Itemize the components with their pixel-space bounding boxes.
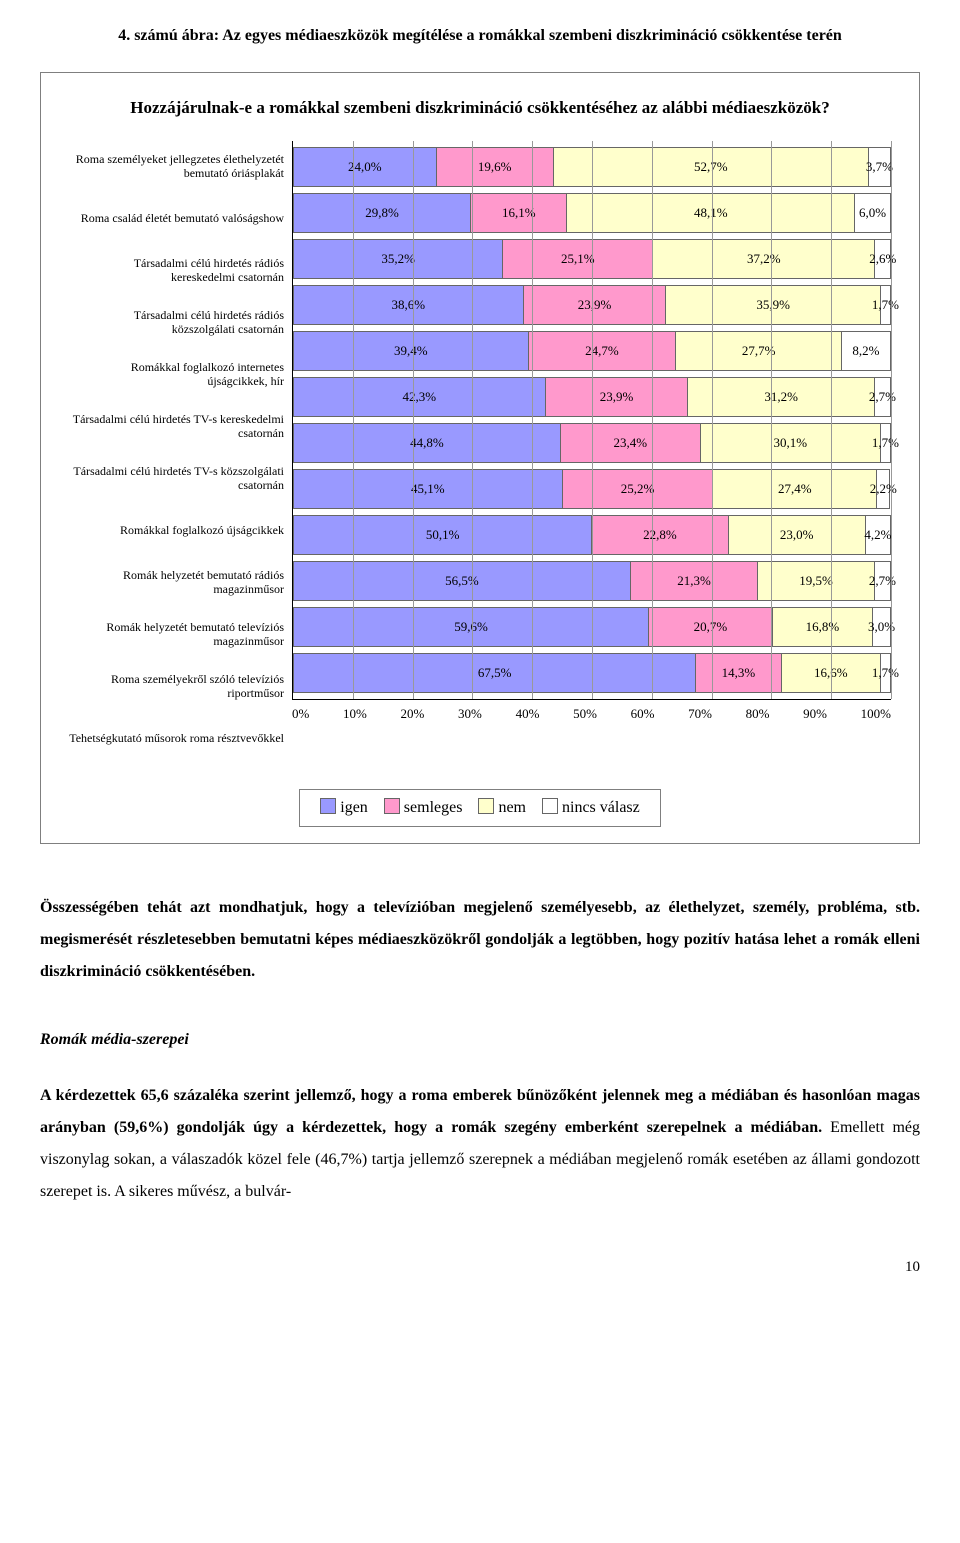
bar-segment-nincs: 2,2% bbox=[877, 469, 890, 509]
category-label: Társadalmi célú hirdetés TV-s kereskedel… bbox=[69, 401, 284, 453]
bar-segment-igen: 45,1% bbox=[293, 469, 563, 509]
chart-question: Hozzájárulnak-e a romákkal szembeni disz… bbox=[69, 95, 891, 121]
legend: igen semleges nem nincs válasz bbox=[69, 789, 891, 827]
bar-segment-igen: 44,8% bbox=[293, 423, 561, 463]
category-label: Romák helyzetét bemutató televíziós maga… bbox=[69, 609, 284, 661]
axis-tick: 90% bbox=[803, 704, 827, 724]
axis-tick: 20% bbox=[401, 704, 425, 724]
bar-segment-semleges: 23,9% bbox=[546, 377, 689, 417]
bar-segment-semleges: 25,2% bbox=[563, 469, 714, 509]
legend-swatch bbox=[542, 798, 558, 814]
axis-tick: 70% bbox=[688, 704, 712, 724]
category-label: Romákkal foglalkozó internetes újságcikk… bbox=[69, 349, 284, 401]
bar-segment-semleges: 16,1% bbox=[471, 193, 567, 233]
paragraph-2: A kérdezettek 65,6 százaléka szerint jel… bbox=[40, 1080, 920, 1208]
category-label: Romákkal foglalkozó újságcikkek bbox=[69, 505, 284, 557]
bar-segment-nincs: 3,0% bbox=[873, 607, 891, 647]
bar-segment-nem: 19,5% bbox=[758, 561, 875, 601]
legend-swatch bbox=[478, 798, 494, 814]
category-label: Roma személyekről szóló televíziós ripor… bbox=[69, 661, 284, 713]
category-label: Tehetségkutató műsorok roma résztvevőkke… bbox=[69, 713, 284, 765]
bar-segment-igen: 50,1% bbox=[293, 515, 592, 555]
bar-segment-igen: 59,6% bbox=[293, 607, 649, 647]
bar-segment-nincs: 8,2% bbox=[842, 331, 891, 371]
bar-segment-semleges: 21,3% bbox=[631, 561, 758, 601]
x-axis-ticks: 0% 10% 20% 30% 40% 50% 60% 70% 80% 90% 100% bbox=[292, 704, 891, 724]
bar-segment-nem: 37,2% bbox=[653, 239, 875, 279]
bar-segment-nincs: 6,0% bbox=[855, 193, 891, 233]
category-labels: Roma személyeket jellegzetes élethelyzet… bbox=[69, 141, 292, 765]
legend-box: igen semleges nem nincs válasz bbox=[299, 789, 661, 827]
bar-segment-igen: 42,3% bbox=[293, 377, 546, 417]
bar-segment-nincs: 3,7% bbox=[869, 147, 891, 187]
axis-tick: 40% bbox=[516, 704, 540, 724]
bar-segment-semleges: 25,1% bbox=[503, 239, 653, 279]
section-heading: Romák média-szerepei bbox=[40, 1024, 920, 1056]
paragraph-1: Összességében tehát azt mondhatjuk, hogy… bbox=[40, 892, 920, 988]
legend-label: nincs válasz bbox=[562, 799, 640, 816]
figure-title: 4. számú ábra: Az egyes médiaeszközök me… bbox=[40, 24, 920, 48]
bar-segment-nem: 16,8% bbox=[773, 607, 873, 647]
category-label: Társadalmi célú hirdetés TV-s közszolgál… bbox=[69, 453, 284, 505]
bar-segment-nincs: 1,7% bbox=[881, 653, 891, 693]
plot-area: 24,0%19,6%52,7%3,7%29,8%16,1%48,1%6,0%35… bbox=[292, 141, 891, 700]
bar-segment-igen: 56,5% bbox=[293, 561, 631, 601]
chart-frame: Hozzájárulnak-e a romákkal szembeni disz… bbox=[40, 72, 920, 844]
axis-tick: 50% bbox=[573, 704, 597, 724]
bar-segment-igen: 24,0% bbox=[293, 147, 437, 187]
bar-segment-nem: 23,0% bbox=[729, 515, 866, 555]
bar-segment-nem: 30,1% bbox=[701, 423, 881, 463]
bar-segment-semleges: 19,6% bbox=[437, 147, 554, 187]
bar-segment-igen: 29,8% bbox=[293, 193, 471, 233]
bar-segment-nincs: 2,7% bbox=[875, 377, 891, 417]
bar-segment-semleges: 22,8% bbox=[592, 515, 728, 555]
category-label: Roma család életét bemutató valóságshow bbox=[69, 193, 284, 245]
axis-tick: 30% bbox=[458, 704, 482, 724]
bar-segment-semleges: 23,9% bbox=[524, 285, 667, 325]
page-number: 10 bbox=[40, 1256, 920, 1279]
legend-label: nem bbox=[498, 799, 526, 816]
bar-segment-nem: 27,4% bbox=[713, 469, 877, 509]
legend-label: igen bbox=[340, 799, 368, 816]
bar-segment-igen: 38,6% bbox=[293, 285, 524, 325]
bar-segment-nincs: 2,7% bbox=[875, 561, 891, 601]
axis-tick: 0% bbox=[292, 704, 309, 724]
axis-tick: 80% bbox=[746, 704, 770, 724]
legend-label: semleges bbox=[404, 799, 463, 816]
bar-segment-nincs: 1,7% bbox=[881, 285, 891, 325]
bar-segment-semleges: 14,3% bbox=[696, 653, 781, 693]
bar-segment-semleges: 24,7% bbox=[529, 331, 677, 371]
category-label: Társadalmi célú hirdetés rádiós keresked… bbox=[69, 245, 284, 297]
legend-swatch bbox=[384, 798, 400, 814]
axis-tick: 60% bbox=[631, 704, 655, 724]
category-label: Társadalmi célú hirdetés rádiós közszolg… bbox=[69, 297, 284, 349]
category-label: Romák helyzetét bemutató rádiós magazinm… bbox=[69, 557, 284, 609]
category-label: Roma személyeket jellegzetes élethelyzet… bbox=[69, 141, 284, 193]
bar-segment-igen: 39,4% bbox=[293, 331, 529, 371]
body-text: Összességében tehát azt mondhatjuk, hogy… bbox=[40, 892, 920, 1208]
bar-segment-nem: 27,7% bbox=[676, 331, 842, 371]
axis-tick: 100% bbox=[861, 704, 891, 724]
legend-swatch bbox=[320, 798, 336, 814]
bar-segment-nincs: 2,6% bbox=[875, 239, 891, 279]
bar-segment-nincs: 1,7% bbox=[881, 423, 891, 463]
bar-segment-nincs: 4,2% bbox=[866, 515, 891, 555]
bar-segment-nem: 31,2% bbox=[688, 377, 874, 417]
axis-tick: 10% bbox=[343, 704, 367, 724]
bar-segment-semleges: 23,4% bbox=[561, 423, 701, 463]
bar-segment-nem: 35,9% bbox=[666, 285, 880, 325]
chart-body: Roma személyeket jellegzetes élethelyzet… bbox=[69, 141, 891, 765]
